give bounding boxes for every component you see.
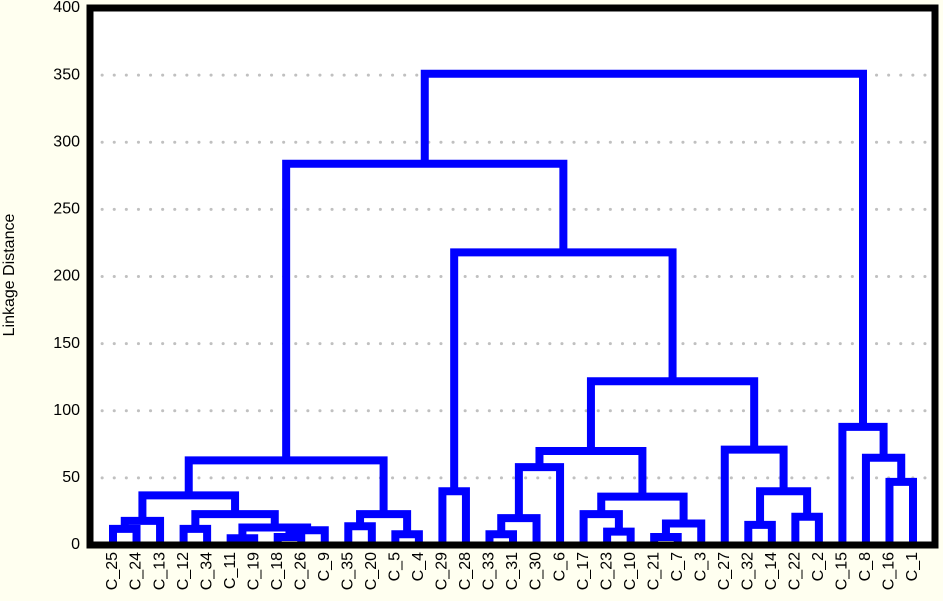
leaf-label: C_18: [269, 552, 286, 590]
y-tick-label: 200: [53, 268, 80, 285]
plot-frame: [86, 4, 939, 549]
leaf-label: C_14: [763, 552, 780, 590]
leaf-label: C_31: [504, 552, 521, 590]
leaf-label: C_17: [575, 552, 592, 590]
leaf-label: C_33: [481, 552, 498, 590]
y-tick-label: 350: [53, 66, 80, 83]
leaf-label: C_7: [669, 552, 686, 581]
leaf-label: C_32: [740, 552, 757, 590]
leaf-label: C_26: [292, 552, 309, 590]
leaf-label: C_27: [716, 552, 733, 590]
leaf-label: C_22: [787, 552, 804, 590]
leaf-label: C_25: [104, 552, 121, 590]
leaf-label: C_28: [457, 552, 474, 590]
leaf-label: C_10: [622, 552, 639, 590]
leaf-label: C_15: [834, 552, 851, 590]
y-tick-label: 400: [53, 0, 80, 16]
leaf-label: C_21: [645, 552, 662, 590]
y-tick-label: 150: [53, 335, 80, 352]
leaf-label: C_20: [363, 552, 380, 590]
leaf-label: C_4: [410, 552, 427, 581]
leaf-label: C_30: [528, 552, 545, 590]
leaf-label: C_16: [881, 552, 898, 590]
leaf-label: C_35: [340, 552, 357, 590]
leaf-label: C_2: [810, 552, 827, 581]
y-tick-label: 250: [53, 201, 80, 218]
leaf-label: C_13: [151, 552, 168, 590]
link: [420, 69, 867, 427]
leaf-label: C_1: [904, 552, 921, 581]
leaf-label: C_29: [434, 552, 451, 590]
leaf-label: C_34: [198, 552, 215, 590]
leaf-label: C_12: [175, 552, 192, 590]
y-tick-label: 50: [62, 469, 80, 486]
y-tick-label: 100: [53, 402, 80, 419]
leaf-label: C_9: [316, 552, 333, 581]
leaf-label: C_6: [551, 552, 568, 581]
y-tick-label: 0: [71, 536, 80, 553]
leaf-label: C_11: [222, 552, 239, 589]
links: [109, 69, 917, 545]
y-axis-label: Linkage Distance: [1, 214, 18, 337]
leaf-label: C_3: [692, 552, 709, 581]
leaf-label: C_8: [857, 552, 874, 581]
y-tick-label: 300: [53, 133, 80, 150]
link: [138, 491, 240, 521]
leaf-label: C_24: [128, 552, 145, 590]
leaf-label: C_23: [598, 552, 615, 590]
leaf-label: C_5: [387, 552, 404, 581]
leaf-label: C_19: [245, 552, 262, 590]
